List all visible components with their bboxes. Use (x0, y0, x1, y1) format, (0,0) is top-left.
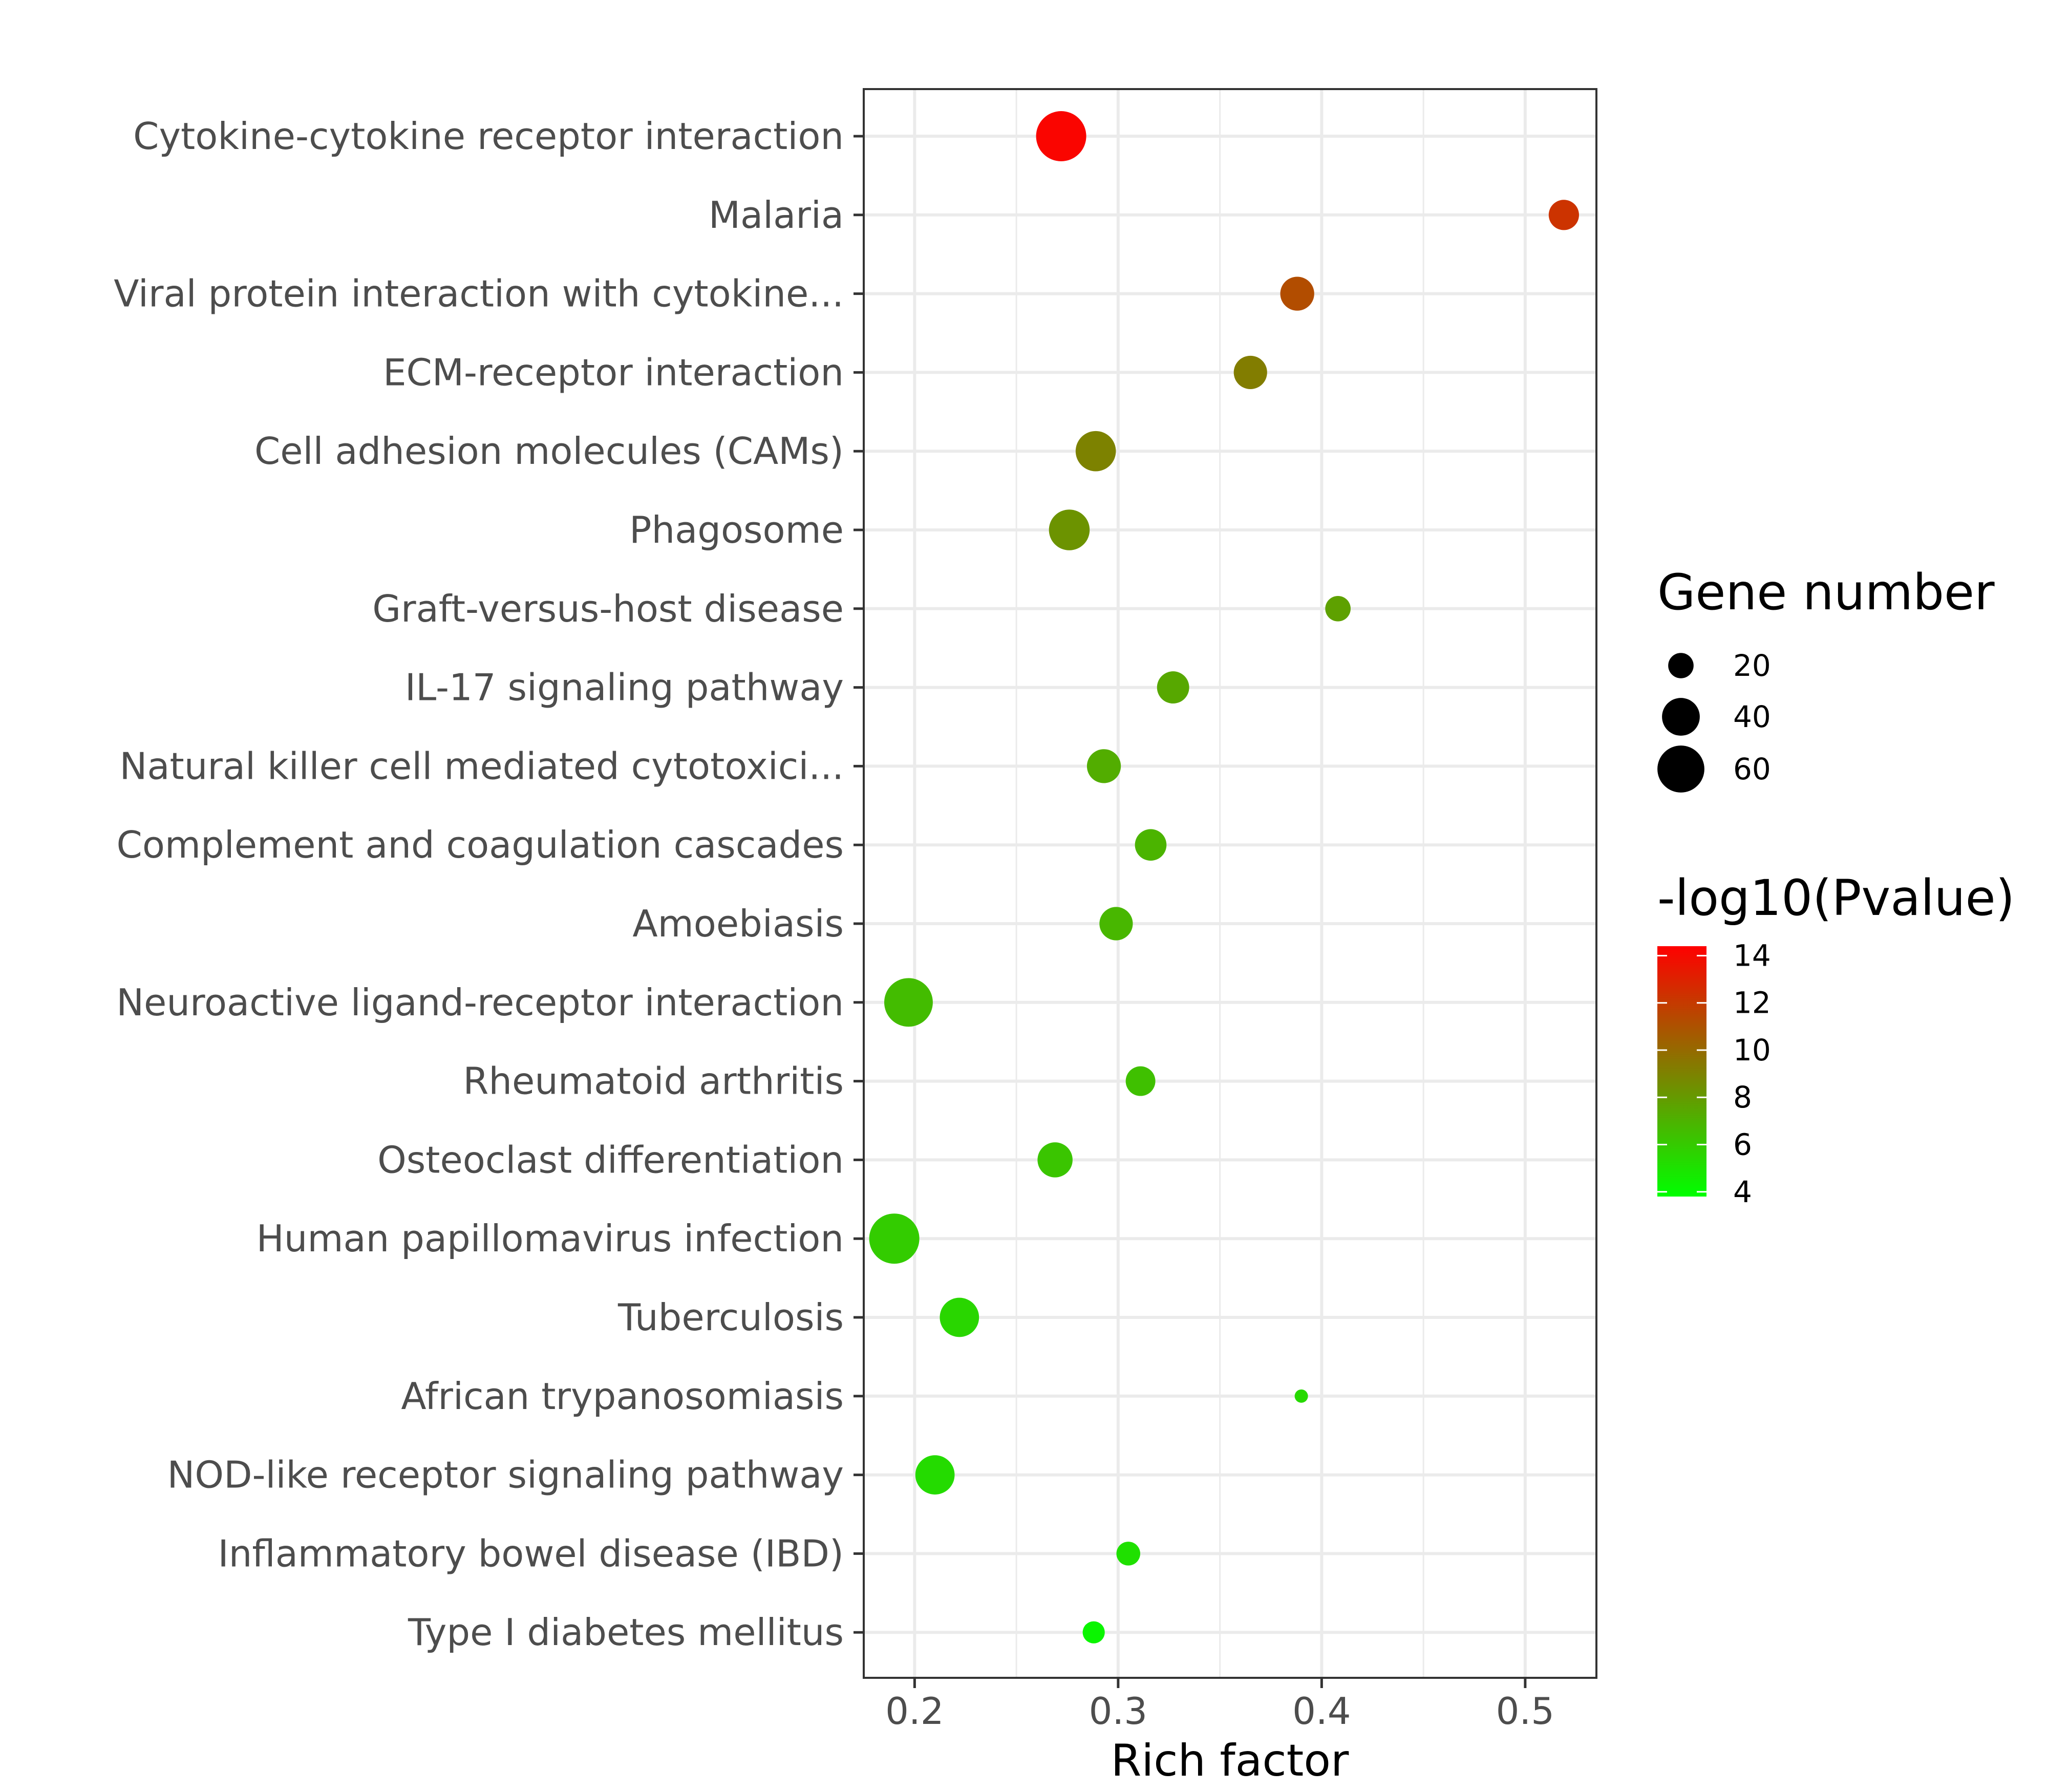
x-tick-label: 0.5 (1496, 1690, 1555, 1733)
x-tick-label: 0.4 (1292, 1690, 1351, 1733)
pathway-label: Osteoclast differentiation (377, 1138, 844, 1181)
data-point (1548, 200, 1579, 230)
size-legend-keys: 20 40 60 (1657, 648, 1771, 793)
pathway-label: Malaria (709, 194, 844, 237)
colorbar-label: 4 (1733, 1175, 1752, 1209)
x-tick-label: 0.3 (1089, 1690, 1148, 1733)
data-point (1116, 1542, 1141, 1566)
data-point (1135, 829, 1167, 861)
pathway-label: African trypanosomiasis (401, 1375, 844, 1418)
colorbar-label: 12 (1733, 986, 1771, 1020)
plot-border (863, 88, 1597, 1679)
pathway-label: Inflammatory bowel disease (IBD) (218, 1532, 844, 1575)
data-point (1049, 509, 1090, 550)
x-axis-title: Rich factor (1111, 1735, 1349, 1786)
pathway-label: Neuroactive ligand-receptor interaction (116, 981, 844, 1024)
data-point (1125, 1066, 1156, 1096)
data-points (869, 111, 1579, 1644)
data-point (1325, 595, 1351, 622)
colorbar-label: 14 (1733, 938, 1771, 973)
colorbar (1657, 946, 1706, 1197)
size-legend-label: 60 (1733, 752, 1771, 786)
colorbar-label: 10 (1733, 1033, 1771, 1068)
y-grid (864, 135, 1596, 1634)
data-point (1280, 276, 1314, 311)
size-legend: Gene number 20 40 60 (1657, 564, 1995, 793)
data-point (869, 1213, 920, 1264)
colorbar-label: 8 (1733, 1080, 1752, 1115)
x-axis-ticks (913, 1678, 1527, 1688)
pathway-label: Human papillomavirus infection (257, 1217, 844, 1260)
pathway-label: NOD-like receptor signaling pathway (167, 1454, 844, 1497)
plot-background (864, 89, 1596, 1678)
data-point (1157, 671, 1189, 704)
y-axis-ticks (854, 135, 864, 1634)
data-point (1037, 1142, 1073, 1178)
x-grid-major (913, 89, 1527, 1678)
data-point (1099, 907, 1133, 941)
pathway-label: Natural killer cell mediated cytotoxici.… (119, 744, 844, 787)
data-point (940, 1297, 979, 1337)
size-legend-title: Gene number (1657, 564, 1995, 621)
pathway-label: Graft-versus-host disease (372, 587, 844, 630)
pathway-label: IL-17 signaling pathway (405, 666, 844, 709)
data-point (1036, 111, 1086, 161)
x-axis-labels: 0.2 0.3 0.4 0.5 (885, 1690, 1554, 1733)
pathway-label: Cytokine-cytokine receptor interaction (133, 115, 844, 158)
y-axis-labels: Cytokine-cytokine receptor interaction Ma… (114, 115, 844, 1654)
color-legend-title: -log10(Pvalue) (1657, 869, 2015, 927)
pathway-label: Cell adhesion molecules (CAMs) (254, 430, 844, 473)
x-tick-label: 0.2 (885, 1690, 944, 1733)
pathway-label: ECM-receptor interaction (383, 351, 844, 394)
pathway-label: Phagosome (629, 508, 844, 551)
data-point (915, 1455, 955, 1495)
size-legend-label: 20 (1733, 648, 1771, 683)
pathway-label: Tuberculosis (617, 1296, 844, 1339)
data-point (1086, 749, 1121, 783)
color-legend: -log10(Pvalue) 4 6 8 10 12 14 (1657, 869, 2015, 1209)
data-point (884, 978, 933, 1027)
data-point (1294, 1389, 1308, 1403)
x-grid-minor (1015, 89, 1424, 1678)
pathway-label: Rheumatoid arthritis (463, 1060, 844, 1103)
size-legend-key (1662, 698, 1700, 736)
pathway-label: Type I diabetes mellitus (408, 1611, 844, 1654)
data-point (1082, 1621, 1105, 1644)
data-point (1233, 355, 1267, 389)
colorbar-ticks: 4 6 8 10 12 14 (1657, 938, 1771, 1209)
data-point (1075, 431, 1116, 472)
size-legend-label: 40 (1733, 699, 1771, 734)
size-legend-key (1657, 745, 1704, 793)
size-legend-key (1668, 653, 1694, 678)
colorbar-label: 6 (1733, 1127, 1752, 1162)
pathway-label: Amoebiasis (632, 902, 844, 945)
pathway-label: Viral protein interaction with cytokine.… (114, 272, 844, 315)
pathway-label: Complement and coagulation cascades (117, 823, 844, 866)
